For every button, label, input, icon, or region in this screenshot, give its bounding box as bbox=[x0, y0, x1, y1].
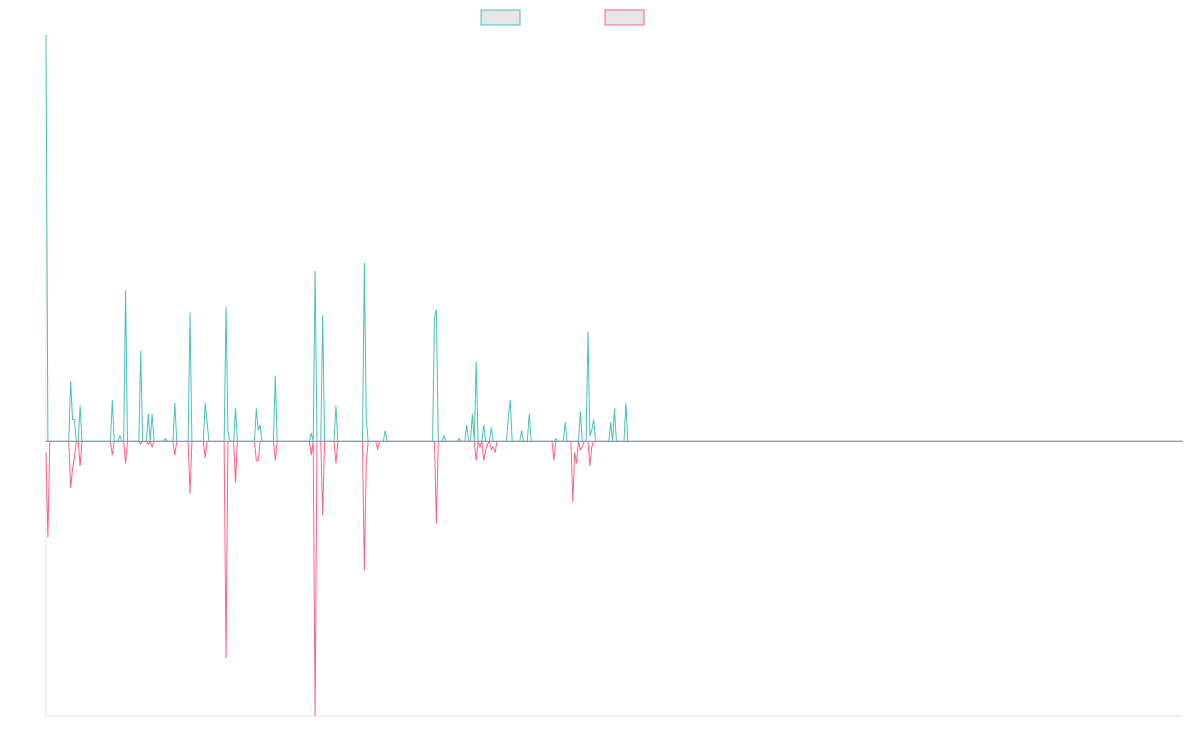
series-line-1 bbox=[45, 440, 1183, 717]
legend-swatch-pink[interactable] bbox=[604, 9, 645, 26]
legend bbox=[480, 9, 645, 26]
axes bbox=[45, 35, 1183, 717]
series-line-0 bbox=[45, 34, 1183, 442]
plot-area bbox=[45, 34, 1183, 717]
legend-swatch-teal[interactable] bbox=[480, 9, 521, 26]
